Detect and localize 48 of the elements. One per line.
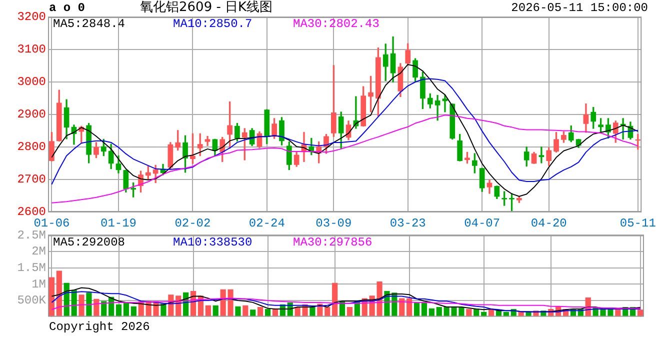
bar — [123, 302, 130, 317]
bar — [399, 298, 405, 317]
y-tick-label: 2800 — [17, 140, 46, 154]
x-tick-label: 04-07 — [464, 216, 500, 230]
text: a o 0 — [49, 1, 86, 15]
text: MA5:292008 — [53, 235, 126, 250]
bar — [86, 292, 92, 317]
bar — [242, 305, 248, 317]
x-tick-label: 01-19 — [100, 216, 136, 230]
bar — [116, 304, 122, 317]
x-tick-label: 03-09 — [316, 216, 352, 230]
bar — [212, 305, 218, 317]
bar — [205, 305, 211, 317]
y-tick-label: 3000 — [17, 75, 46, 90]
bar — [160, 304, 166, 317]
y-tick-label: 2700 — [17, 172, 46, 187]
bar — [346, 307, 353, 317]
x-tick-label: 04-20 — [530, 216, 567, 230]
y-tick-label: 3100 — [17, 42, 46, 57]
candlestick — [538, 146, 544, 164]
text: MA30:2802.43 — [293, 17, 380, 32]
chart-title: 氧化铝2609 - 日K线图 — [140, 0, 273, 15]
text: 2026-05-11 15:00:00 — [511, 1, 648, 15]
x-tick-label: 05-11 — [620, 216, 656, 230]
bar — [436, 307, 442, 317]
candlestick — [434, 94, 440, 121]
y-tick-label: 2.5M — [17, 228, 46, 242]
text: MA10:338530 — [173, 235, 252, 250]
text: MA10:2850.7 — [173, 17, 252, 32]
bar — [258, 307, 264, 317]
bar — [332, 282, 338, 317]
text: MA30:297856 — [293, 235, 372, 250]
text: MA5:2848.4 — [53, 17, 126, 32]
x-tick-label: 03-23 — [390, 216, 426, 230]
bar — [235, 306, 241, 317]
y-tick-label: 1M — [32, 277, 46, 292]
y-tick-label: 2900 — [17, 108, 46, 122]
x-tick-label: 02-24 — [248, 216, 285, 230]
bar — [310, 307, 316, 317]
y-tick-label: 3200 — [17, 10, 46, 24]
bar — [48, 277, 55, 317]
x-tick-label: 02-02 — [174, 216, 211, 230]
y-tick-label: 1.5M — [17, 261, 46, 276]
bar — [78, 294, 84, 317]
y-tick-label: 2M — [32, 244, 46, 259]
bar — [130, 306, 136, 317]
text: Copyright 2026 — [49, 320, 150, 334]
y-tick-label: 500K — [17, 294, 47, 308]
